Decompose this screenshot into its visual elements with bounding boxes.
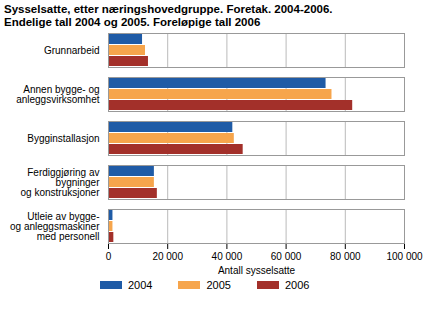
svg-text:20 000: 20 000 [152,251,183,262]
svg-text:Antall sysselsatte: Antall sysselsatte [218,265,296,276]
html-text:2004: 2004 [128,279,153,291]
svg-text:Grunnarbeid: Grunnarbeid [44,45,100,56]
html-text:2005: 2005 [206,279,231,291]
svg-text:100 000: 100 000 [386,251,423,262]
svg-text:Bygginstallasjon: Bygginstallasjon [27,133,99,144]
svg-text:Annen bygge- oganleggsvirksomh: Annen bygge- oganleggsvirksomhet [16,84,100,105]
svg-text:40 000: 40 000 [212,251,243,262]
svg-text:Utleie av bygge-og anleggsmask: Utleie av bygge-og anleggsmaskinermed pe… [10,211,100,242]
svg-text:60 000: 60 000 [271,251,302,262]
html-text:Endelige tall 2004 og 2005. Fo: Endelige tall 2004 og 2005. Foreløpige t… [4,16,261,28]
html-text:Sysselsatte, etter næringshove: Sysselsatte, etter næringshovedgruppe. F… [4,3,333,15]
html-text:2006: 2006 [285,279,310,291]
svg-text:0: 0 [106,251,112,262]
svg-text:80 000: 80 000 [330,251,361,262]
svg-text:Ferdiggjøring avbygningerog ko: Ferdiggjøring avbygningerog konstruksjon… [21,167,101,198]
